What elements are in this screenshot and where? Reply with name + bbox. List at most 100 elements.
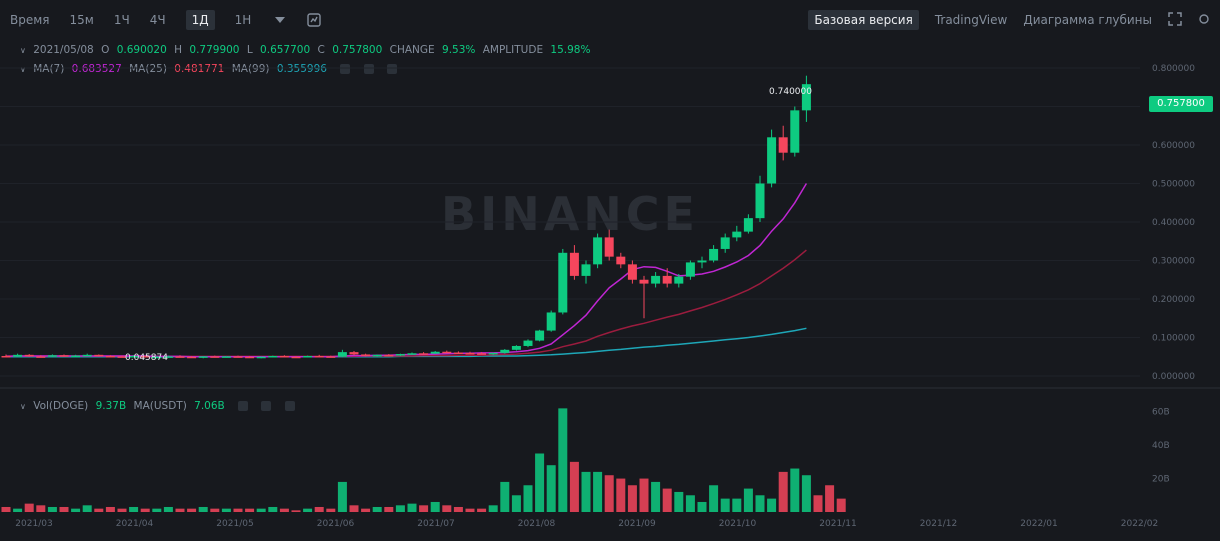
time-tick-label: 2021/05	[216, 519, 253, 529]
candle-body	[523, 340, 533, 346]
price-tick-label: 0.000000	[1152, 372, 1195, 382]
candle-body	[442, 351, 452, 354]
volume-bar	[94, 508, 104, 512]
candle-body	[163, 356, 173, 358]
time-tick-label: 2021/09	[618, 519, 656, 529]
candle-body	[627, 264, 637, 280]
fullscreen-icon[interactable]	[1168, 11, 1182, 29]
high-value: 0.779900	[189, 44, 240, 56]
close-label: C	[317, 44, 325, 56]
price-tick-label: 0.800000	[1152, 64, 1195, 74]
volume-bars	[1, 408, 846, 512]
volume-bar	[674, 491, 684, 512]
volume-bar	[337, 481, 347, 512]
ma7-value: 0.683527	[71, 63, 122, 75]
candle-body	[326, 356, 336, 358]
volume-bar	[349, 505, 359, 512]
volume-bar	[210, 508, 220, 512]
timeframe-1h[interactable]: 1Ч	[113, 13, 130, 27]
collapse-chevron-icon[interactable]: ∨	[20, 46, 26, 55]
candle-body	[268, 355, 278, 358]
low-value: 0.657700	[260, 44, 311, 56]
candle-body	[82, 354, 92, 357]
candle-body	[604, 237, 614, 257]
candle-body	[47, 355, 57, 357]
volume-bar	[511, 495, 521, 512]
watermark: BINANCE	[441, 187, 699, 241]
time-tick-label: 2021/10	[719, 519, 757, 529]
visibility-toggle-icon[interactable]	[238, 401, 249, 411]
volume-tick-label: 40B	[1152, 441, 1170, 451]
volume-bar	[419, 505, 429, 512]
volume-bar	[651, 481, 661, 512]
candle-body	[303, 355, 313, 358]
candle-body	[117, 356, 127, 358]
candle-body	[465, 352, 475, 355]
settings-small-icon[interactable]	[261, 401, 272, 411]
visibility-toggle-icon[interactable]	[340, 64, 351, 74]
candle-body	[674, 276, 684, 284]
candle-date: 2021/05/08	[33, 44, 94, 56]
timeframe-15m[interactable]: 15м	[69, 13, 94, 27]
candle-body	[13, 354, 23, 357]
candle-body	[755, 183, 765, 219]
candle-body	[140, 355, 150, 358]
candle-body	[291, 356, 301, 359]
close-small-icon[interactable]	[284, 401, 295, 411]
indicators-icon[interactable]	[305, 11, 323, 29]
volume-tick-label: 20B	[1152, 475, 1170, 485]
candle-body	[453, 352, 463, 355]
close-small-icon[interactable]	[387, 64, 397, 74]
volume-bar	[314, 506, 324, 512]
volume-bar	[825, 485, 835, 512]
volume-value: 9.37B	[95, 400, 127, 412]
volume-bar	[755, 495, 765, 512]
candle-body	[558, 252, 568, 313]
candle-body	[395, 354, 405, 356]
candle-body	[720, 237, 730, 249]
tab-tradingview[interactable]: TradingView	[934, 13, 1008, 27]
candle-body	[372, 354, 382, 357]
view-tabs: Базовая версия TradingView Диаграмма глу…	[792, 0, 1210, 40]
volume-bar	[685, 495, 695, 512]
candle-body	[709, 248, 719, 261]
volume-bar	[395, 505, 405, 512]
amplitude-label: AMPLITUDE	[482, 44, 544, 56]
tab-basic-version[interactable]: Базовая версия	[808, 10, 919, 30]
candle-body	[24, 354, 34, 357]
settings-small-icon[interactable]	[363, 64, 374, 74]
volume-bar	[384, 506, 394, 512]
collapse-chevron-icon[interactable]: ∨	[20, 65, 26, 74]
volume-bar	[361, 508, 371, 512]
tab-depth-chart[interactable]: Диаграмма глубины	[1023, 13, 1152, 27]
volume-bar	[82, 505, 92, 512]
volume-bar	[627, 485, 637, 512]
time-tick-label: 2021/03	[15, 519, 52, 529]
timeframe-time[interactable]: Время	[10, 13, 50, 27]
volume-ma-value: 7.06B	[194, 400, 225, 412]
price-tick-label: 0.600000	[1152, 141, 1195, 151]
candle-body	[245, 356, 255, 359]
volume-bar	[813, 495, 823, 512]
timeframe-4h[interactable]: 4Ч	[149, 13, 166, 27]
candle-body	[743, 218, 753, 232]
candle-body	[94, 354, 104, 357]
volume-bar	[743, 488, 753, 512]
candle-body	[477, 353, 487, 355]
candle-body	[685, 262, 695, 277]
volume-bar	[778, 471, 788, 512]
time-tick-label: 2021/08	[518, 519, 556, 529]
timeframe-1w[interactable]: 1Н	[234, 13, 252, 27]
ma7-label: MA(7)	[33, 63, 65, 75]
collapse-chevron-icon[interactable]: ∨	[20, 402, 26, 411]
settings-icon[interactable]	[1198, 13, 1210, 28]
volume-bar	[662, 488, 672, 512]
timeframe-1d[interactable]: 1Д	[185, 10, 215, 30]
volume-bar	[233, 508, 243, 512]
time-tick-label: 2021/04	[116, 519, 154, 529]
more-timeframes-icon[interactable]	[271, 11, 289, 29]
candle-body	[500, 349, 510, 353]
candle-body	[36, 356, 46, 358]
volume-bar	[1, 506, 11, 512]
